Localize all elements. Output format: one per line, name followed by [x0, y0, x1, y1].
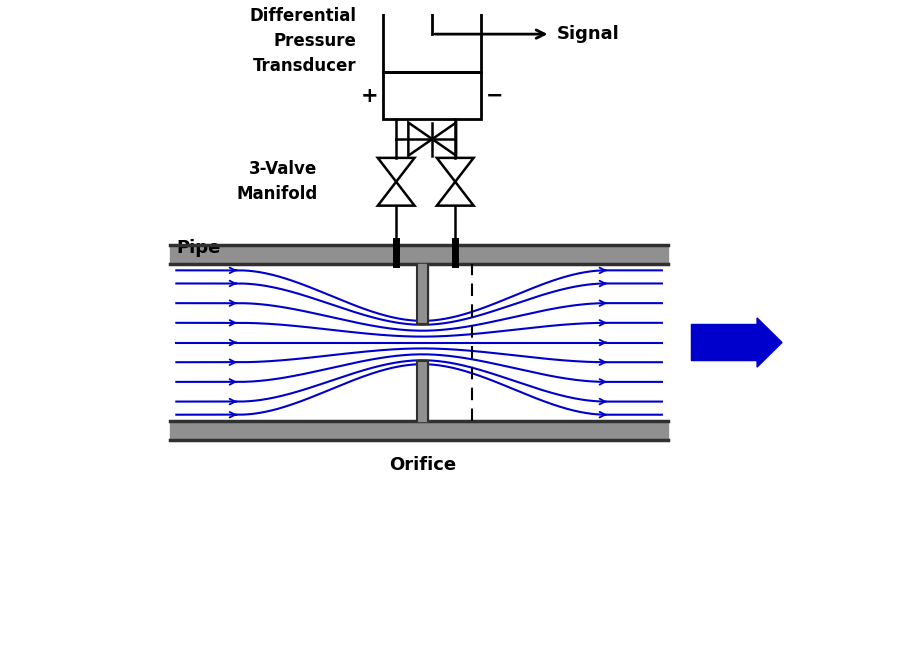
Bar — [417, 264, 427, 324]
Text: Signal: Signal — [557, 25, 620, 43]
Bar — [170, 245, 668, 264]
Bar — [170, 421, 668, 439]
Bar — [417, 361, 427, 421]
Text: +: + — [361, 86, 379, 106]
Text: 3-Valve
Manifold: 3-Valve Manifold — [237, 160, 317, 203]
FancyArrow shape — [691, 318, 782, 367]
Bar — [383, 72, 481, 120]
Bar — [383, 10, 481, 72]
Text: Differential
Pressure
Transducer: Differential Pressure Transducer — [249, 7, 357, 75]
Text: −: − — [486, 86, 503, 106]
Text: Pipe: Pipe — [176, 239, 221, 257]
Text: Orifice: Orifice — [389, 456, 456, 474]
